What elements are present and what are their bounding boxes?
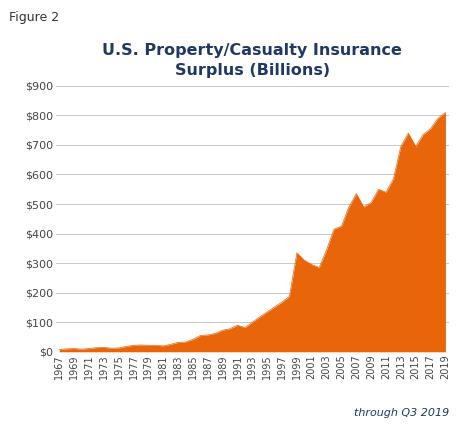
Text: through Q3 2019: through Q3 2019 <box>354 408 449 418</box>
Title: U.S. Property/Casualty Insurance
Surplus (Billions): U.S. Property/Casualty Insurance Surplus… <box>102 43 402 78</box>
Text: Figure 2: Figure 2 <box>9 11 59 24</box>
